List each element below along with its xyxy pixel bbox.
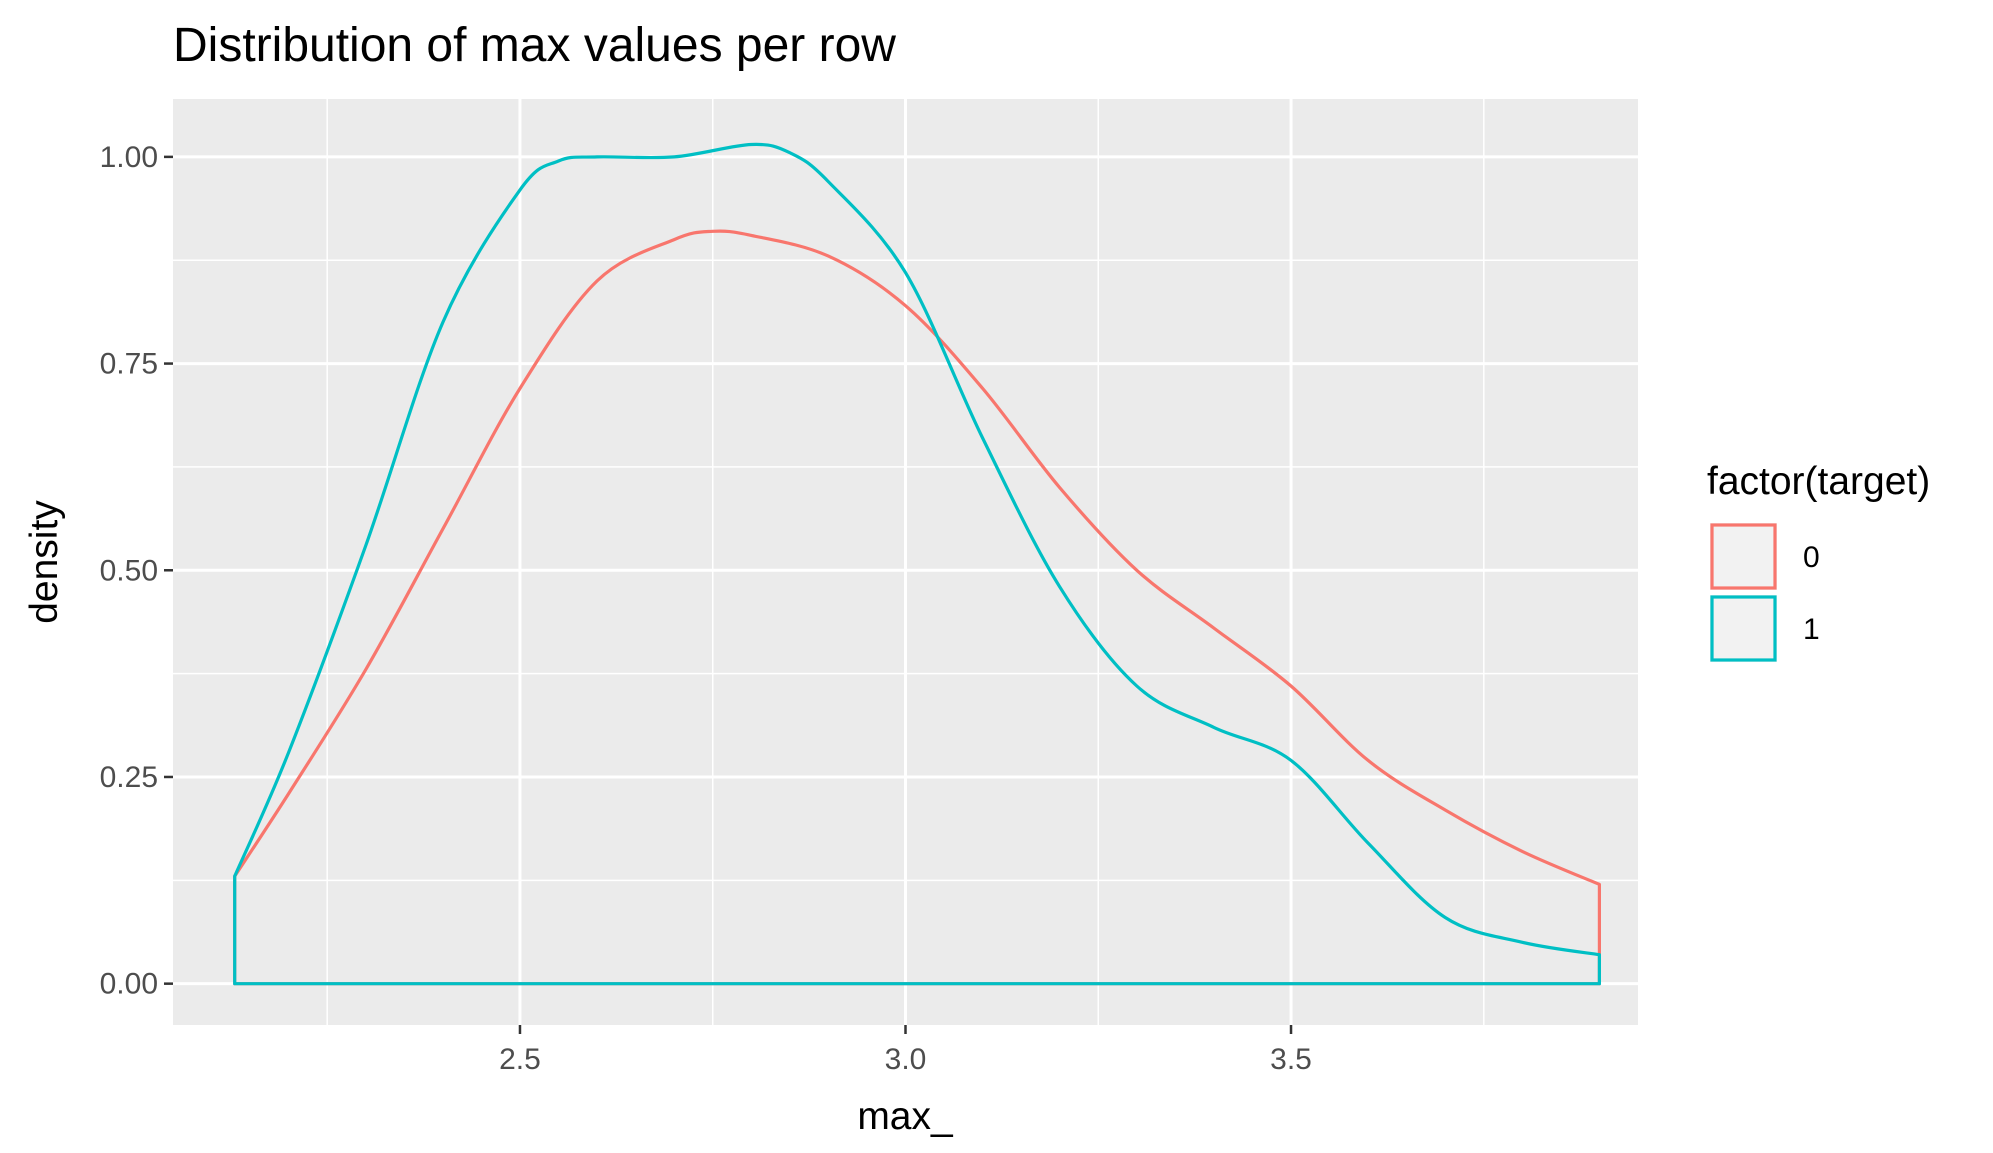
legend-title: factor(target) bbox=[1707, 460, 1930, 503]
y-tick-label-2: 0.50 bbox=[100, 554, 158, 587]
legend-label: 1 bbox=[1803, 613, 1820, 646]
x-axis: 2.5 3.0 3.5 bbox=[499, 1025, 1312, 1076]
legend-key-background bbox=[1710, 595, 1777, 662]
x-tick-label-0: 2.5 bbox=[499, 1043, 541, 1076]
y-tick-label-1: 0.25 bbox=[100, 761, 158, 794]
y-tick-label-3: 0.75 bbox=[100, 348, 158, 381]
y-tick-label-0: 0.00 bbox=[100, 968, 158, 1001]
x-tick-label-2: 3.5 bbox=[1270, 1043, 1312, 1076]
x-tick-label-1: 3.0 bbox=[885, 1043, 927, 1076]
density-line-0 bbox=[233, 229, 1601, 986]
legend-item-1: 1 bbox=[1710, 595, 1820, 662]
y-axis-title: density bbox=[23, 500, 66, 624]
legend-key-swatch bbox=[1710, 523, 1777, 590]
legend-key-swatch bbox=[1710, 595, 1777, 662]
y-axis: 0.00 0.25 0.50 0.75 1.00 bbox=[100, 141, 173, 1001]
legend-item-0: 0 bbox=[1710, 523, 1820, 590]
series-layer bbox=[233, 142, 1601, 986]
x-axis-title: max_ bbox=[857, 1095, 954, 1138]
y-tick-label-4: 1.00 bbox=[100, 141, 158, 174]
chart-title: Distribution of max values per row bbox=[173, 19, 896, 72]
density-line-1 bbox=[233, 142, 1601, 986]
legend: factor(target) 01 bbox=[1707, 460, 1930, 662]
legend-label: 0 bbox=[1803, 541, 1820, 574]
legend-key-background bbox=[1710, 523, 1777, 590]
legend-items: 01 bbox=[1710, 523, 1820, 662]
